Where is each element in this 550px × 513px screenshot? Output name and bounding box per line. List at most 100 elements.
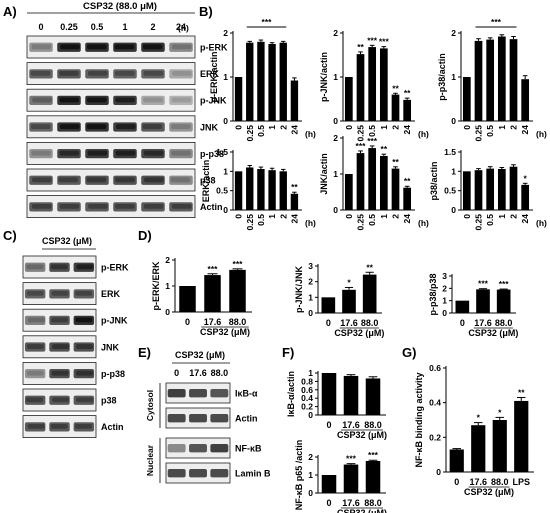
y-tick-label: 0 [308, 308, 313, 318]
y-tick-label: 0.5 [216, 186, 228, 196]
blot-strip [26, 35, 196, 59]
bar-0 [179, 286, 196, 312]
significance-label: * [524, 173, 528, 183]
blot-band-core [86, 97, 107, 103]
blot-strip [26, 115, 196, 139]
bar-2 [279, 42, 287, 121]
x-axis-label: CSP32 (μM) [334, 328, 384, 338]
band-label-p-erk: p-ERK [200, 43, 228, 53]
x-tick-label: 24 [520, 214, 530, 224]
blot-strip [26, 168, 196, 192]
significance-label: ** [392, 83, 399, 93]
blot-band [210, 469, 229, 478]
x-tick-label: 17.6 [340, 318, 358, 328]
x-axis-label: CSP32 (μM) [464, 487, 514, 497]
significance-label: ** [381, 144, 388, 154]
x-tick-label: 0.25 [245, 214, 255, 231]
y-tick-label: 1 [165, 281, 170, 291]
y-tick-label: 0.4 [429, 398, 441, 408]
blot-band-core [115, 203, 135, 209]
y-tick-label: 0 [308, 488, 313, 498]
y-tick-label: 0 [165, 307, 170, 317]
bar-0-5 [368, 47, 377, 121]
significance-label: *** [379, 37, 390, 47]
band-label-nf-b: NF-κB [235, 444, 262, 454]
bar-0 [234, 171, 243, 210]
blot-band-core [31, 203, 52, 209]
x-tick-label: 2 [509, 214, 519, 219]
bar-88-0 [362, 274, 377, 313]
blot-band [189, 414, 207, 423]
x-tick-label: 88.0 [229, 317, 247, 327]
blot-band-core [59, 97, 79, 103]
band-label-i-b: IκB-α [235, 389, 258, 399]
blot-band-core [170, 177, 191, 183]
blot-band-core [26, 290, 44, 296]
x-tick-label: 0.5 [485, 214, 495, 226]
y-tick-label: 2 [333, 133, 338, 143]
bar-0-25 [474, 170, 483, 210]
lane-label: 0 [174, 368, 179, 378]
blot-band-core [30, 124, 51, 129]
x-tick-label: 24 [289, 214, 299, 224]
blot-band-core [58, 177, 79, 183]
y-tick-label: 3 [308, 261, 313, 271]
lane-label: 0 [38, 22, 43, 32]
x-tick-label: 2 [278, 214, 288, 219]
x-tick-label: 17.6 [342, 420, 360, 430]
x-tick-label: 2 [391, 214, 401, 219]
significance-label: *** [499, 279, 510, 289]
blot-band-core [27, 317, 45, 323]
y-tick-label: 2 [451, 28, 456, 38]
x-unit-label: (h) [536, 129, 547, 139]
blot-band-core [171, 150, 191, 156]
blot-band-core [27, 423, 45, 429]
panel-letter-c: C) [3, 228, 17, 243]
blot-band-core [25, 397, 43, 403]
band-label-actin: Actin [101, 422, 124, 432]
significance-label: *** [478, 279, 489, 289]
significance-label: * [347, 277, 351, 287]
x-tick-label: 17.6 [342, 498, 360, 508]
x-tick-label: 0.25 [356, 214, 366, 231]
blot-band-core [143, 150, 164, 156]
bar-0 [344, 77, 353, 121]
blot-strip [26, 141, 196, 165]
bar-0-5 [257, 169, 265, 210]
bar-88-0 [365, 460, 381, 493]
y-tick-label: 2 [223, 28, 228, 38]
band-label-actin: Actin [235, 414, 258, 424]
bar-88-0 [365, 378, 381, 415]
x-tick-label: 0 [234, 125, 244, 130]
bar-0-5 [368, 148, 377, 210]
x-tick-label: 1 [497, 214, 507, 219]
x-tick-label: 1 [379, 214, 389, 219]
blot-band [189, 469, 207, 478]
blot-band-core [51, 370, 69, 376]
bar-1 [497, 36, 506, 121]
blot-strip [26, 62, 196, 85]
blot-band [167, 444, 186, 453]
y-tick-label: 2 [308, 452, 313, 462]
blot-band-core [52, 397, 70, 403]
bar-0 [321, 297, 336, 313]
significance-label: ** [366, 262, 373, 272]
panel-letter-a: A) [3, 4, 17, 19]
significance-label: * [477, 413, 481, 423]
blot-band-core [59, 150, 80, 156]
blot-strip [26, 195, 196, 219]
y-axis-label: p38/actin [429, 161, 439, 200]
blot-band-core [59, 203, 80, 209]
y-tick-label: 0.2 [301, 402, 313, 412]
x-tick-label: 2 [391, 125, 401, 130]
bar-24 [403, 99, 412, 121]
blot-band [189, 444, 207, 453]
blot-band-core [114, 44, 135, 50]
lane-label: 2 [150, 22, 155, 32]
